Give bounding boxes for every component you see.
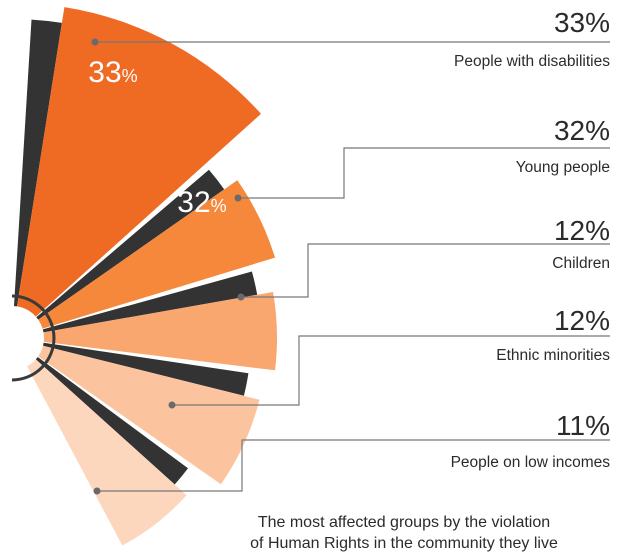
value-label: 32% — [554, 115, 610, 146]
pie-slice — [38, 345, 260, 485]
connector-dot — [237, 293, 245, 301]
pie-slice — [38, 180, 276, 329]
connector-dot — [93, 487, 101, 495]
center-arc — [11, 294, 56, 382]
slice-shadow — [36, 169, 225, 320]
category-label: Children — [552, 255, 610, 272]
pie-slice — [27, 359, 187, 546]
pie-slice — [17, 7, 261, 317]
category-label: People with disabilities — [454, 53, 610, 70]
connector-line — [241, 243, 610, 298]
caption-line-2: of Human Rights in the community they li… — [250, 535, 558, 552]
connectors — [91, 38, 610, 495]
value-label: 12% — [554, 305, 610, 336]
connector-line — [238, 147, 610, 199]
slice-shadow — [43, 342, 249, 396]
category-label: People on low incomes — [451, 454, 611, 471]
chart-caption: The most affected groups by the violatio… — [185, 512, 623, 554]
connector-dot — [234, 194, 242, 202]
inside-value-label: 32% — [177, 186, 226, 219]
labels: 33% People with disabilities 32% Young peop… — [88, 7, 610, 471]
connector-line — [97, 439, 610, 492]
slice-shadow — [14, 19, 62, 307]
value-label: 12% — [554, 215, 610, 246]
inside-value-label: 33% — [88, 56, 137, 89]
caption-line-1: The most affected groups by the violatio… — [257, 514, 551, 531]
slice-shadows — [14, 19, 258, 485]
slice-shadow — [42, 271, 258, 333]
pie-slice — [43, 292, 277, 371]
slice-shadow — [35, 357, 188, 485]
connector-line — [172, 335, 610, 406]
category-label: Ethnic minorities — [496, 347, 610, 364]
connector-dot — [91, 38, 99, 46]
connector-dot — [168, 401, 176, 409]
value-label: 11% — [556, 410, 610, 441]
slices — [17, 7, 277, 546]
category-label: Young people — [516, 159, 610, 176]
value-label: 33% — [554, 7, 610, 38]
